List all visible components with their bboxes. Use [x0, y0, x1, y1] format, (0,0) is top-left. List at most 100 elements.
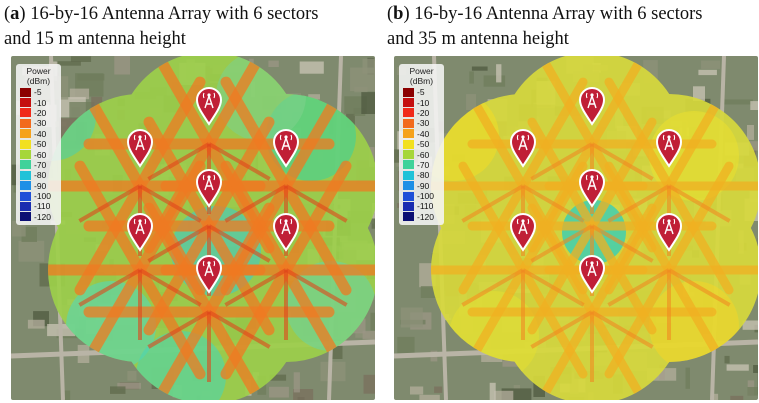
legend-unit: (dBm): [409, 76, 434, 86]
legend-swatch: [403, 139, 414, 149]
legend-label: -20: [34, 107, 47, 118]
cell-tower-pin-icon: [195, 87, 223, 126]
legend-label: -70: [417, 159, 430, 170]
legend-entry: -30: [16, 118, 61, 128]
cell-tower-pin-icon: [578, 87, 606, 126]
legend-label: -5: [417, 87, 425, 98]
legend-swatch: [403, 150, 414, 160]
legend-swatch: [403, 118, 414, 128]
panel-b-caption: (b) 16-by-16 Antenna Array with 6 sector…: [387, 4, 703, 49]
panel-a-letter: a: [10, 4, 20, 24]
legend-label: -110: [34, 201, 51, 212]
legend-entry: -110: [399, 201, 444, 211]
cell-tower-pin-icon: [655, 213, 683, 252]
legend-entry: -90: [399, 181, 444, 191]
panel-b-caption-line1: 16-by-16 Antenna Array with 6 sectors: [414, 4, 703, 24]
legend-entry: -100: [16, 191, 61, 201]
legend-entry: -80: [399, 170, 444, 180]
legend-swatch: [20, 98, 31, 108]
legend-entry: -120: [399, 212, 444, 222]
legend-swatch: [20, 170, 31, 180]
legend-swatch: [403, 170, 414, 180]
legend-label: -5: [34, 87, 42, 98]
panel-b-letter: b: [393, 4, 404, 24]
legend-title: Power: [409, 66, 434, 76]
legend-label: -100: [34, 191, 52, 202]
legend-label: -30: [34, 118, 47, 129]
legend-label: -90: [417, 180, 430, 191]
legend-label: -50: [34, 139, 47, 150]
legend-swatch: [403, 160, 414, 170]
legend-swatch: [20, 150, 31, 160]
panel-b: (b) 16-by-16 Antenna Array with 6 sector…: [387, 0, 759, 403]
power-legend: Power (dBm) -5 -10 -20 -30 -40 -50 -60 -70 -80 -90-…: [16, 64, 61, 226]
legend-label: -80: [34, 170, 47, 181]
legend-label: -120: [34, 211, 52, 222]
legend-entry: -110: [16, 201, 61, 211]
legend-title: Power: [26, 66, 51, 76]
legend-swatch: [20, 181, 31, 191]
legend-entry: -60: [399, 149, 444, 160]
legend-label: -80: [417, 170, 430, 181]
legend-swatch: [20, 87, 31, 97]
legend-entry: -120: [16, 212, 61, 222]
cell-tower-pin-icon: [195, 169, 223, 208]
coverage-map-a: Power (dBm) -5 -10 -20 -30 -40 -50 -60 -70 -80 -90-…: [11, 56, 375, 400]
legend-entry: -80: [16, 170, 61, 180]
legend-unit: (dBm): [26, 76, 51, 86]
legend-swatch: [20, 139, 31, 149]
legend-swatch: [20, 118, 31, 128]
legend-entry: -5: [16, 87, 61, 97]
legend-swatch: [403, 98, 414, 108]
legend-label: -50: [417, 139, 430, 150]
legend-swatch: [403, 191, 414, 201]
power-legend: Power (dBm) -5 -10 -20 -30 -40 -50 -60 -70 -80 -90-…: [399, 64, 444, 226]
legend-swatch: [403, 201, 414, 211]
coverage-map-svg: [11, 56, 375, 400]
legend-swatch: [403, 129, 414, 139]
cell-tower-pin-icon: [578, 169, 606, 208]
legend-entry: -50: [399, 139, 444, 149]
panel-b-caption-line2: and 35 m antenna height: [387, 29, 569, 49]
legend-label: -20: [417, 107, 430, 118]
cell-tower-pin-icon: [126, 213, 154, 252]
panel-a-caption: (a) 16-by-16 Antenna Array with 6 sector…: [4, 4, 319, 49]
legend-entry: -90: [16, 181, 61, 191]
legend-label: -10: [34, 97, 47, 108]
coverage-map-b: Power (dBm) -5 -10 -20 -30 -40 -50 -60 -70 -80 -90-…: [394, 56, 758, 400]
legend-swatch: [20, 108, 31, 118]
legend-swatch: [403, 212, 414, 222]
legend-label: -40: [417, 128, 430, 139]
cell-tower-pin-icon: [578, 255, 606, 294]
legend-entry: -5: [399, 87, 444, 97]
legend-swatch: [20, 129, 31, 139]
legend-entry: -10: [16, 97, 61, 108]
cell-tower-pin-icon: [272, 213, 300, 252]
legend-label: -40: [34, 128, 47, 139]
legend-label: -60: [417, 149, 430, 160]
legend-entry: -70: [399, 160, 444, 170]
cell-tower-pin-icon: [655, 129, 683, 168]
cell-tower-pin-icon: [126, 129, 154, 168]
legend-entry: -20: [399, 108, 444, 118]
legend-label: -90: [34, 180, 47, 191]
legend-swatch: [20, 212, 31, 222]
legend-label: -10: [417, 97, 430, 108]
legend-swatch: [403, 87, 414, 97]
legend-entry: -10: [399, 97, 444, 108]
legend-entry: -100: [399, 191, 444, 201]
legend-swatch: [20, 201, 31, 211]
legend-entry: -50: [16, 139, 61, 149]
cell-tower-pin-icon: [272, 129, 300, 168]
cell-tower-pin-icon: [195, 255, 223, 294]
legend-label: -110: [417, 201, 434, 212]
legend-swatch: [20, 160, 31, 170]
legend-label: -30: [417, 118, 430, 129]
panel-a-caption-line2: and 15 m antenna height: [4, 29, 186, 49]
legend-label: -100: [417, 191, 435, 202]
legend-entry: -40: [399, 129, 444, 139]
panel-a-caption-line1: 16-by-16 Antenna Array with 6 sectors: [30, 4, 319, 24]
legend-swatch: [20, 191, 31, 201]
legend-entry: -40: [16, 129, 61, 139]
panel-a: (a) 16-by-16 Antenna Array with 6 sector…: [4, 0, 376, 403]
